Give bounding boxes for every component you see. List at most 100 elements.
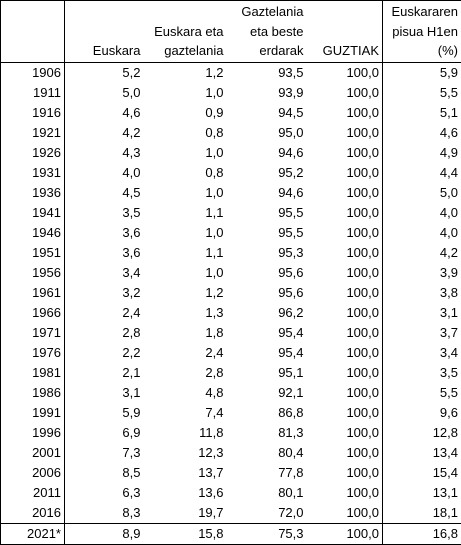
euskara-gaztelania-cell: 15,8 (144, 524, 227, 545)
pisua-cell: 3,8 (383, 283, 461, 303)
pisua-cell: 5,0 (383, 183, 461, 203)
guztiak-cell: 100,0 (307, 383, 383, 403)
guztiak-cell: 100,0 (307, 363, 383, 383)
euskara-cell: 4,3 (65, 143, 144, 163)
year-cell: 1916 (1, 103, 65, 123)
guztiak-cell: 100,0 (307, 343, 383, 363)
guztiak-cell: 100,0 (307, 103, 383, 123)
year-cell: 1986 (1, 383, 65, 403)
euskara-cell: 3,2 (65, 283, 144, 303)
pisua-cell: 5,1 (383, 103, 461, 123)
pisua-cell: 12,8 (383, 423, 461, 443)
pisua-cell: 4,4 (383, 163, 461, 183)
year-cell: 1921 (1, 123, 65, 143)
year-cell: 2006 (1, 463, 65, 483)
guztiak-cell: 100,0 (307, 403, 383, 423)
euskara-gaztelania-cell: 0,8 (144, 123, 227, 143)
euskara-gaztelania-cell: 12,3 (144, 443, 227, 463)
euskara-gaztelania-cell: 11,8 (144, 423, 227, 443)
year-cell: 2016 (1, 503, 65, 524)
year-cell: 2021* (1, 524, 65, 545)
header-euskara: Euskara (65, 1, 144, 63)
guztiak-cell: 100,0 (307, 283, 383, 303)
year-cell: 1976 (1, 343, 65, 363)
guztiak-cell: 100,0 (307, 443, 383, 463)
euskara-gaztelania-cell: 0,9 (144, 103, 227, 123)
euskara-cell: 8,5 (65, 463, 144, 483)
year-cell: 1941 (1, 203, 65, 223)
guztiak-cell: 100,0 (307, 483, 383, 503)
euskara-cell: 4,5 (65, 183, 144, 203)
guztiak-cell: 100,0 (307, 163, 383, 183)
gaztelania-cell: 95,6 (227, 263, 307, 283)
gaztelania-cell: 94,6 (227, 143, 307, 163)
header-year (1, 1, 65, 63)
gaztelania-cell: 95,5 (227, 203, 307, 223)
euskara-gaztelania-cell: 2,8 (144, 363, 227, 383)
euskara-cell: 6,9 (65, 423, 144, 443)
gaztelania-cell: 96,2 (227, 303, 307, 323)
euskara-gaztelania-cell: 4,8 (144, 383, 227, 403)
pisua-cell: 4,6 (383, 123, 461, 143)
pisua-cell: 4,9 (383, 143, 461, 163)
guztiak-cell: 100,0 (307, 423, 383, 443)
year-cell: 1911 (1, 83, 65, 103)
pisua-cell: 4,2 (383, 243, 461, 263)
euskara-gaztelania-cell: 13,6 (144, 483, 227, 503)
year-cell: 1926 (1, 143, 65, 163)
guztiak-cell: 100,0 (307, 83, 383, 103)
gaztelania-cell: 86,8 (227, 403, 307, 423)
year-cell: 1906 (1, 63, 65, 84)
header-line: pisua H1en (385, 22, 458, 42)
gaztelania-cell: 92,1 (227, 383, 307, 403)
euskara-cell: 4,6 (65, 103, 144, 123)
header-line: Euskara eta (146, 22, 224, 42)
euskara-cell: 3,6 (65, 243, 144, 263)
euskara-gaztelania-cell: 1,1 (144, 243, 227, 263)
gaztelania-cell: 77,8 (227, 463, 307, 483)
gaztelania-cell: 93,9 (227, 83, 307, 103)
year-cell: 1946 (1, 223, 65, 243)
guztiak-cell: 100,0 (307, 524, 383, 545)
euskara-cell: 3,4 (65, 263, 144, 283)
pisua-cell: 4,0 (383, 203, 461, 223)
euskara-gaztelania-cell: 7,4 (144, 403, 227, 423)
year-cell: 1931 (1, 163, 65, 183)
euskara-gaztelania-cell: 1,2 (144, 63, 227, 84)
pisua-cell: 9,6 (383, 403, 461, 423)
gaztelania-cell: 94,6 (227, 183, 307, 203)
pisua-cell: 4,0 (383, 223, 461, 243)
gaztelania-cell: 80,4 (227, 443, 307, 463)
header-line: (%) (385, 41, 458, 61)
guztiak-cell: 100,0 (307, 263, 383, 283)
euskara-gaztelania-cell: 1,0 (144, 263, 227, 283)
euskara-gaztelania-cell: 0,8 (144, 163, 227, 183)
euskara-cell: 2,8 (65, 323, 144, 343)
euskara-cell: 6,3 (65, 483, 144, 503)
euskara-cell: 4,2 (65, 123, 144, 143)
pisua-cell: 3,5 (383, 363, 461, 383)
euskara-gaztelania-cell: 19,7 (144, 503, 227, 524)
year-cell: 2001 (1, 443, 65, 463)
pisua-cell: 15,4 (383, 463, 461, 483)
euskara-cell: 5,0 (65, 83, 144, 103)
pisua-cell: 13,4 (383, 443, 461, 463)
pisua-cell: 3,9 (383, 263, 461, 283)
